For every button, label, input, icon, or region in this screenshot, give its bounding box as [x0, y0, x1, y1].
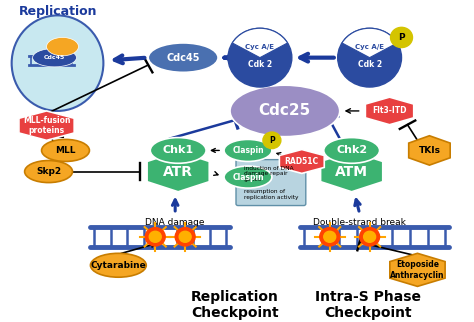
- Text: Cyc A/E: Cyc A/E: [246, 44, 274, 50]
- Polygon shape: [19, 111, 74, 140]
- Circle shape: [228, 28, 292, 87]
- FancyBboxPatch shape: [236, 160, 306, 205]
- Text: induction of DNA
damage repair
genes

resumption of
replication activity: induction of DNA damage repair genes res…: [244, 166, 298, 200]
- Polygon shape: [320, 151, 383, 192]
- Text: MLL: MLL: [55, 146, 76, 155]
- Text: Replication: Replication: [19, 5, 98, 18]
- Circle shape: [320, 228, 340, 246]
- Text: Replication
Checkpoint: Replication Checkpoint: [191, 290, 279, 320]
- Text: Double-strand break: Double-strand break: [313, 218, 406, 227]
- Polygon shape: [390, 253, 445, 286]
- Text: P: P: [269, 136, 275, 145]
- Polygon shape: [365, 97, 414, 125]
- Ellipse shape: [12, 15, 103, 111]
- Text: Cdc45: Cdc45: [44, 55, 65, 60]
- Wedge shape: [232, 28, 288, 58]
- Ellipse shape: [25, 161, 73, 183]
- Text: Flt3-ITD: Flt3-ITD: [372, 107, 407, 115]
- Text: Claspin: Claspin: [232, 173, 264, 182]
- Text: Cdc45: Cdc45: [166, 53, 200, 63]
- Ellipse shape: [224, 166, 272, 188]
- Text: Cdk 2: Cdk 2: [248, 61, 272, 70]
- Circle shape: [175, 228, 195, 246]
- Text: P: P: [398, 33, 405, 42]
- Wedge shape: [342, 28, 397, 58]
- Ellipse shape: [46, 37, 79, 56]
- Text: Etoposide
Anthracyclin: Etoposide Anthracyclin: [390, 260, 445, 279]
- Circle shape: [391, 27, 412, 48]
- Text: RAD51C: RAD51C: [285, 157, 319, 166]
- Circle shape: [145, 228, 165, 246]
- Ellipse shape: [42, 139, 90, 161]
- Circle shape: [324, 231, 336, 242]
- Ellipse shape: [91, 253, 146, 277]
- Text: ATR: ATR: [163, 165, 193, 179]
- Circle shape: [263, 132, 281, 148]
- Ellipse shape: [150, 137, 206, 163]
- Text: Cdk 2: Cdk 2: [357, 61, 382, 70]
- Text: TKIs: TKIs: [419, 146, 440, 155]
- Text: DNA damage: DNA damage: [146, 218, 205, 227]
- Ellipse shape: [148, 43, 218, 72]
- Circle shape: [337, 28, 401, 87]
- Text: Claspin: Claspin: [232, 146, 264, 155]
- Text: ATM: ATM: [335, 165, 368, 179]
- Polygon shape: [409, 136, 450, 165]
- Ellipse shape: [33, 49, 76, 67]
- Ellipse shape: [324, 137, 380, 163]
- Circle shape: [149, 231, 161, 242]
- Ellipse shape: [230, 85, 340, 137]
- Text: Cytarabine: Cytarabine: [91, 261, 146, 270]
- Text: Chk1: Chk1: [163, 146, 194, 156]
- Ellipse shape: [224, 139, 272, 161]
- Text: Cdc25: Cdc25: [259, 103, 311, 118]
- Circle shape: [364, 231, 375, 242]
- Circle shape: [360, 228, 380, 246]
- Text: Cyc A/E: Cyc A/E: [355, 44, 384, 50]
- Text: MLL-fusion
proteins: MLL-fusion proteins: [23, 116, 70, 135]
- Text: Skp2: Skp2: [36, 167, 61, 176]
- Text: Chk2: Chk2: [336, 146, 367, 156]
- Circle shape: [179, 231, 191, 242]
- Text: Intra-S Phase
Checkpoint: Intra-S Phase Checkpoint: [315, 290, 420, 320]
- Polygon shape: [147, 151, 209, 192]
- Polygon shape: [279, 149, 324, 174]
